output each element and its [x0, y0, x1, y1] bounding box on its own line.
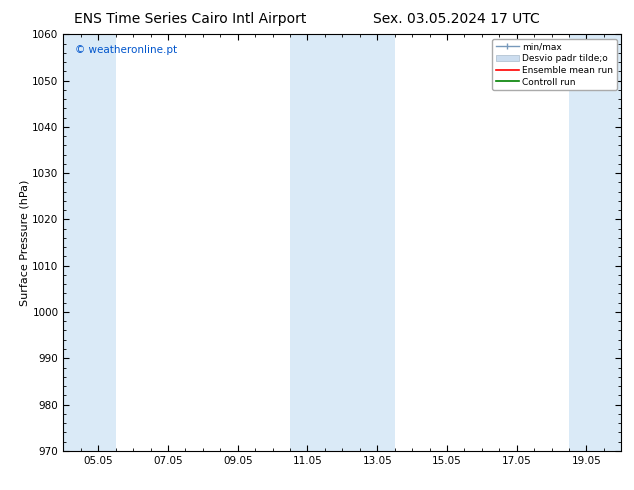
- Text: ENS Time Series Cairo Intl Airport: ENS Time Series Cairo Intl Airport: [74, 12, 306, 26]
- Text: © weatheronline.pt: © weatheronline.pt: [75, 45, 177, 55]
- Bar: [569, 34, 621, 451]
- Legend: min/max, Desvio padr tilde;o, Ensemble mean run, Controll run: min/max, Desvio padr tilde;o, Ensemble m…: [493, 39, 617, 90]
- Text: Sex. 03.05.2024 17 UTC: Sex. 03.05.2024 17 UTC: [373, 12, 540, 26]
- Bar: [63, 34, 115, 451]
- Y-axis label: Surface Pressure (hPa): Surface Pressure (hPa): [20, 179, 30, 306]
- Bar: [290, 34, 394, 451]
